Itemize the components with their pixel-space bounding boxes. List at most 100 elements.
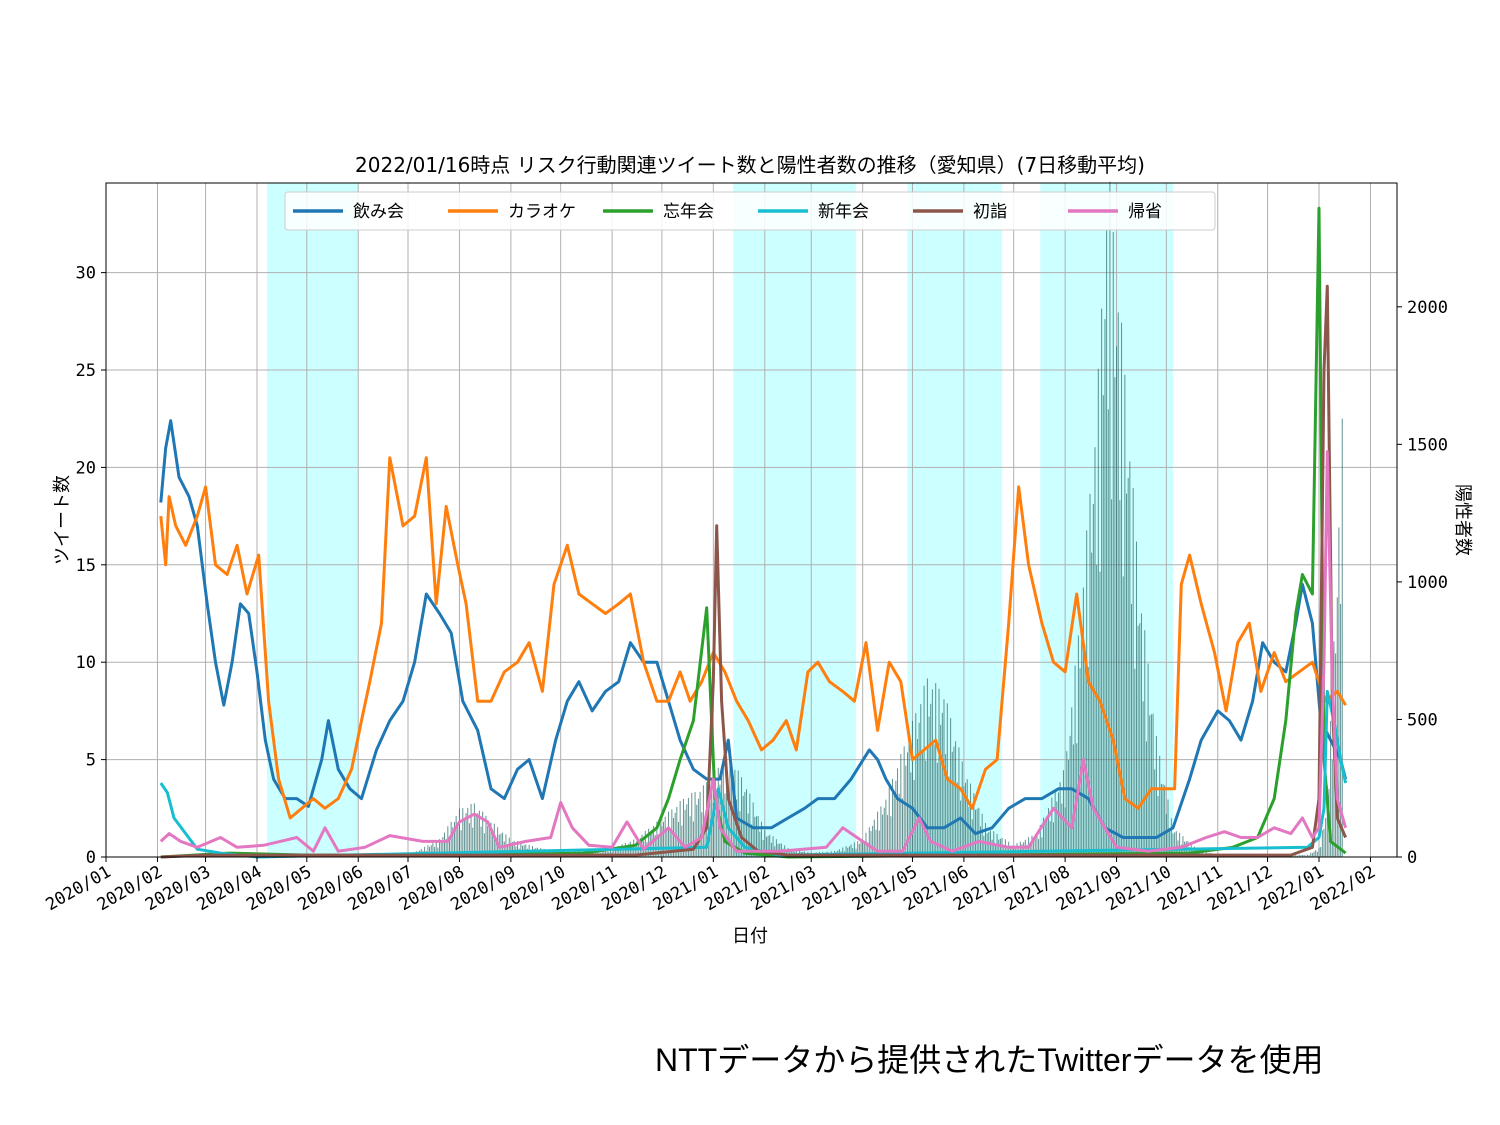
case-bar	[945, 753, 947, 857]
case-bar	[931, 689, 933, 857]
case-bar	[669, 831, 671, 857]
case-bar	[880, 806, 882, 857]
y-right-tick-label: 0	[1407, 848, 1417, 868]
y-tick-label: 20	[76, 458, 96, 478]
case-bar	[445, 838, 447, 857]
case-bar	[452, 827, 454, 857]
case-bar	[1049, 821, 1051, 857]
case-bar	[916, 739, 918, 857]
case-bar	[618, 845, 620, 857]
case-bar	[1094, 447, 1096, 857]
case-bar	[1306, 854, 1308, 857]
case-bar	[623, 849, 625, 857]
y-axis-right: 0 500 1000 1500 2000	[1397, 298, 1448, 868]
case-bar	[503, 841, 505, 857]
case-bar	[1152, 713, 1154, 857]
case-bar	[1046, 816, 1048, 857]
case-bar	[1084, 660, 1086, 857]
case-bar	[754, 816, 756, 857]
case-bar	[936, 762, 938, 857]
case-bar	[877, 811, 879, 857]
case-bar	[1079, 668, 1081, 857]
case-bar	[1164, 785, 1166, 857]
case-bar	[842, 847, 844, 857]
case-bar	[664, 816, 666, 857]
case-bar	[966, 779, 968, 857]
case-bar	[968, 806, 970, 857]
case-bar	[1179, 832, 1181, 857]
series-line-2	[159, 456, 1347, 820]
case-bar	[682, 798, 684, 857]
case-bar	[1129, 461, 1131, 857]
plot-frame	[105, 182, 1398, 858]
case-bar	[450, 821, 452, 857]
case-bar	[772, 836, 774, 857]
case-bar	[721, 775, 723, 857]
case-bar	[492, 834, 494, 857]
case-bar	[1067, 759, 1069, 857]
case-bar	[1165, 814, 1167, 857]
series-lines	[159, 206, 1348, 859]
case-bar	[795, 849, 797, 857]
case-bar	[485, 815, 487, 857]
case-bar	[933, 744, 935, 857]
case-bar	[888, 787, 890, 857]
case-bar	[676, 806, 678, 857]
legend-label: 新年会	[818, 202, 869, 222]
case-bar	[1140, 613, 1142, 857]
case-bar	[1116, 346, 1118, 857]
case-bar	[679, 801, 681, 857]
case-bar	[462, 808, 464, 857]
case-bar	[875, 829, 877, 857]
legend-label: 飲み会	[353, 202, 404, 222]
case-bar	[918, 722, 920, 857]
case-bar	[951, 751, 953, 857]
case-bar	[895, 780, 897, 857]
case-bar	[1325, 818, 1327, 857]
case-bar	[500, 833, 502, 857]
case-bar	[1169, 830, 1171, 857]
case-bar	[1137, 625, 1139, 857]
case-bar	[1154, 769, 1156, 857]
shaded-period	[907, 183, 1003, 857]
case-bar	[1170, 818, 1172, 857]
case-bar	[941, 712, 943, 857]
case-bar	[1081, 631, 1083, 857]
case-bar	[477, 813, 479, 857]
case-bar	[792, 849, 794, 857]
case-bar	[853, 842, 855, 857]
case-bar	[769, 834, 771, 857]
case-bar	[850, 844, 852, 857]
case-bar	[455, 815, 457, 857]
case-bar	[1061, 803, 1063, 857]
case-bar	[606, 848, 608, 857]
case-bar	[614, 848, 616, 857]
case-bar	[998, 839, 1000, 857]
series-line-6	[159, 450, 1348, 853]
case-bar	[1051, 797, 1053, 857]
case-bar	[863, 843, 865, 857]
case-bar	[898, 793, 900, 857]
case-bar	[948, 776, 950, 857]
series-line-5	[160, 284, 1347, 859]
case-bar	[893, 791, 895, 857]
case-bar	[1053, 822, 1055, 857]
case-bar	[759, 831, 761, 857]
case-bar	[1167, 799, 1169, 857]
case-bar	[666, 828, 668, 857]
case-bar	[900, 753, 902, 857]
case-bar	[631, 846, 633, 857]
case-bar	[1301, 855, 1303, 857]
case-bar	[1145, 741, 1147, 857]
case-bar	[595, 850, 597, 857]
case-bar	[857, 841, 859, 857]
y-axis-left: 0 5 10 15 20 25 30	[76, 264, 106, 868]
case-bar	[712, 802, 714, 857]
case-bar	[453, 821, 455, 857]
case-bar	[1308, 855, 1310, 857]
case-bar	[1331, 760, 1333, 857]
case-bar	[1097, 368, 1099, 857]
case-bar	[1041, 837, 1043, 857]
case-bar	[862, 839, 864, 857]
